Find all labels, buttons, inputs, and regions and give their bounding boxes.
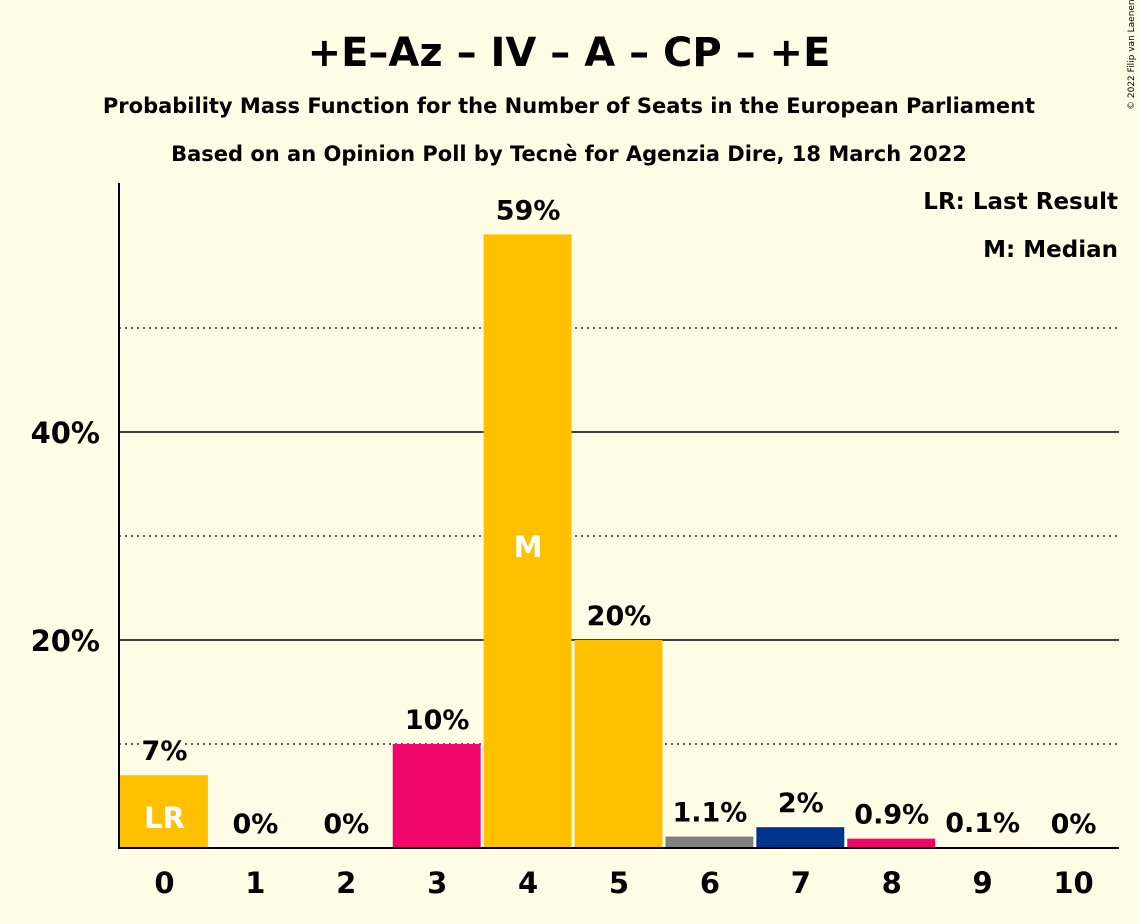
x-tick-0: 0 [154,866,174,900]
x-tick-8: 8 [882,866,902,900]
x-tick-9: 9 [973,866,993,900]
data-label-seats-3: 10% [405,705,470,736]
data-label-seats-5: 20% [587,601,652,632]
bar-seats-7 [756,827,845,848]
bar-seats-0 [120,775,208,848]
data-labels: 7% 0% 0% 10% 59% 20% 1.1% 2% 0.9% 0.1% 0% LR M [139,192,1100,843]
bar-seats-5 [574,640,663,848]
last-result-marker: LR [144,801,185,835]
bar-seats-8 [847,838,936,848]
data-label-seats-8: 0.9% [854,800,929,831]
y-tick-labels: 20% 40% [31,416,100,658]
data-label-seats-10: 0% [1051,809,1097,840]
bar-seats-6 [665,836,754,848]
x-tick-7: 7 [791,866,811,900]
legend-last-result: LR: Last Result [923,189,1118,215]
data-label-seats-0: 7% [142,736,188,767]
bars [120,234,1027,848]
y-tick-20: 20% [31,624,100,658]
data-label-seats-2: 0% [323,809,369,840]
median-marker: M [514,530,543,564]
data-label-seats-1: 0% [232,809,278,840]
bar-seats-3 [392,744,481,848]
chart-subtitle: Probability Mass Function for the Number… [103,94,1035,118]
x-tick-6: 6 [700,866,720,900]
data-label-seats-6: 1.1% [672,798,747,829]
copyright-notice: © 2022 Filip van Laenen [1127,0,1137,110]
y-tick-40: 40% [31,416,100,450]
data-label-seats-9: 0.1% [945,808,1020,839]
bar-seats-4 [483,234,572,848]
x-tick-3: 3 [427,866,447,900]
x-tick-2: 2 [336,866,356,900]
data-label-seats-4: 59% [496,195,561,226]
legend-median: M: Median [983,237,1118,263]
x-tick-1: 1 [245,866,265,900]
chart-title: +E–Az – IV – A – CP – +E [308,30,831,76]
x-tick-10: 10 [1053,866,1093,900]
x-tick-5: 5 [609,866,629,900]
x-tick-labels: 0 1 2 3 4 5 6 7 8 9 10 [154,866,1093,900]
x-tick-4: 4 [518,866,538,900]
chart-source: Based on an Opinion Poll by Tecnè for Ag… [171,142,967,166]
data-label-seats-7: 2% [778,788,824,819]
